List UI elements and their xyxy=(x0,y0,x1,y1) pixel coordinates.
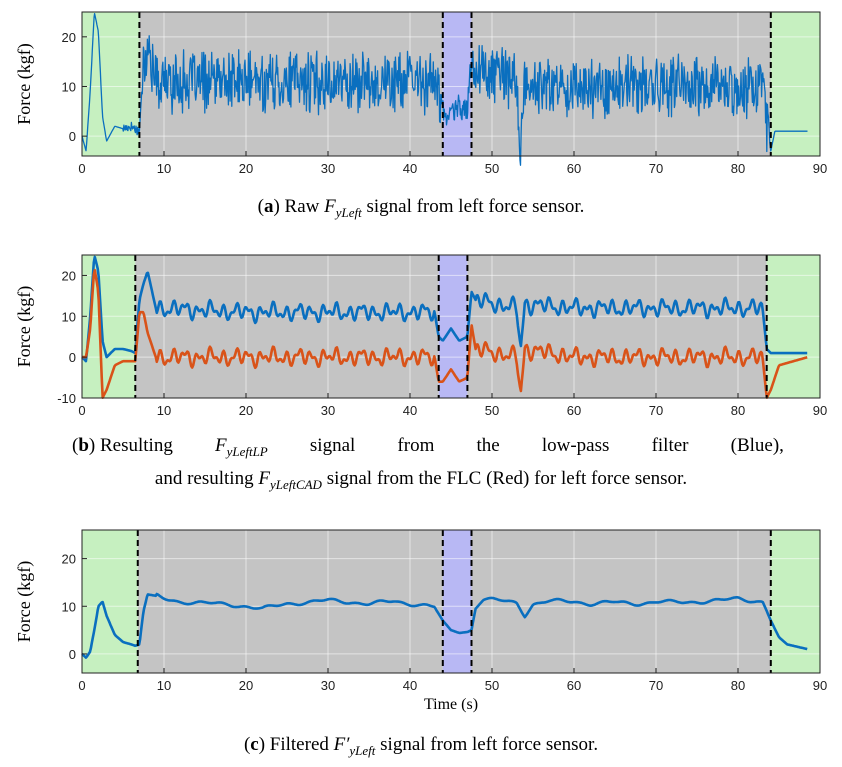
caption-c-subscript: yLeft xyxy=(349,742,376,758)
y-axis-label: Force (kgf) xyxy=(14,43,35,124)
region-band xyxy=(770,530,820,673)
x-tick-label: 80 xyxy=(731,161,745,176)
region-band xyxy=(442,530,472,673)
caption-c-symbol: F′ xyxy=(333,734,350,755)
region-band xyxy=(442,12,472,156)
y-tick-label: -10 xyxy=(57,391,76,406)
y-tick-label: 20 xyxy=(62,268,76,283)
caption-c-text-2: signal from left force sensor. xyxy=(375,734,599,755)
caption-b-word: FyLeftLP xyxy=(214,435,268,459)
y-tick-label: 10 xyxy=(62,79,76,94)
caption-a-text-1: Raw xyxy=(284,196,325,217)
x-tick-label: 90 xyxy=(813,403,827,418)
caption-b-label: (b) xyxy=(72,435,96,456)
region-band xyxy=(438,255,468,398)
axes-frame xyxy=(81,254,821,399)
x-tick-label: 60 xyxy=(567,403,581,418)
region-band xyxy=(467,255,767,398)
x-tick-label: 60 xyxy=(567,678,581,693)
x-tick-label: 80 xyxy=(731,403,745,418)
x-tick-label: 60 xyxy=(567,161,581,176)
chart-a: 0 10 20 30 40 50 60 70 80 90 0 10 20 Force (kgf) xyxy=(14,11,827,176)
series-line-1 xyxy=(81,12,808,166)
caption-a-subscript: yLeft xyxy=(335,204,362,220)
caption-b-word: filter xyxy=(651,435,689,456)
x-tick-label: 70 xyxy=(649,403,663,418)
y-axis-label: Force (kgf) xyxy=(14,561,35,642)
series-line-1 xyxy=(81,255,808,363)
x-tick-label: 90 xyxy=(813,161,827,176)
chart-c: 0 10 20 30 40 50 60 70 80 90 0 10 20 Force (kgf) Time … xyxy=(14,529,827,713)
x-tick-label: 80 xyxy=(731,678,745,693)
caption-b-word: Resulting xyxy=(99,435,173,456)
caption-b-word: from xyxy=(397,435,435,456)
axes-frame xyxy=(81,11,821,157)
x-tick-label: 30 xyxy=(321,161,335,176)
x-axis-label: Time (s) xyxy=(424,696,478,713)
caption-b-text-1: and resulting xyxy=(154,468,259,489)
caption-b-word: signal xyxy=(309,435,356,456)
x-tick-label: 20 xyxy=(239,161,253,176)
caption-a-text-2: signal from left force sensor. xyxy=(361,196,585,217)
x-tick-label: 0 xyxy=(78,678,85,693)
x-tick-label: 30 xyxy=(321,678,335,693)
y-tick-label: 10 xyxy=(62,599,76,614)
caption-a: (a) Raw FyLeft signal from left force se… xyxy=(257,196,585,220)
x-tick-label: 0 xyxy=(78,161,85,176)
y-tick-label: 0 xyxy=(69,350,76,365)
x-tick-label: 30 xyxy=(321,403,335,418)
x-tick-label: 40 xyxy=(403,678,417,693)
caption-b-subscript: yLeftCAD xyxy=(269,476,322,492)
caption-c: (c) Filtered F′yLeft signal from left fo… xyxy=(243,734,599,758)
caption-a-label: a xyxy=(263,196,274,217)
x-tick-label: 40 xyxy=(403,403,417,418)
caption-b-line1: (b) Resulting FyLeftLP signal from the low-pa… xyxy=(72,432,784,465)
region-band xyxy=(82,12,140,156)
caption-c-label: c xyxy=(250,734,259,755)
y-tick-label: 20 xyxy=(62,30,76,45)
axes-frame xyxy=(81,529,821,674)
x-tick-label: 50 xyxy=(485,403,499,418)
y-tick-label: 10 xyxy=(62,309,76,324)
caption-a-symbol: F xyxy=(324,196,336,217)
x-tick-label: 40 xyxy=(403,161,417,176)
y-tick-label: 20 xyxy=(62,552,76,567)
x-tick-label: 50 xyxy=(485,678,499,693)
x-tick-label: 70 xyxy=(649,678,663,693)
series-line-1 xyxy=(81,592,808,659)
y-tick-label: 0 xyxy=(69,647,76,662)
x-tick-label: 20 xyxy=(239,403,253,418)
x-tick-label: 20 xyxy=(239,678,253,693)
x-tick-label: 0 xyxy=(78,403,85,418)
caption-b-word: the xyxy=(476,435,500,456)
x-tick-label: 10 xyxy=(157,403,171,418)
region-band xyxy=(770,12,820,156)
x-tick-label: 50 xyxy=(485,161,499,176)
caption-b-word: (Blue), xyxy=(730,435,784,456)
series-line-2 xyxy=(81,268,808,399)
y-tick-label: 0 xyxy=(69,129,76,144)
x-tick-label: 70 xyxy=(649,161,663,176)
x-tick-label: 10 xyxy=(157,161,171,176)
region-band xyxy=(135,255,439,398)
caption-b-word: low-pass xyxy=(541,435,610,456)
caption-b-text-2: signal from the FLC (Red) for left force… xyxy=(321,468,688,489)
y-axis-label: Force (kgf) xyxy=(14,286,35,367)
x-tick-label: 90 xyxy=(813,678,827,693)
caption-b-line2: and resulting FyLeftCAD signal from the … xyxy=(0,465,842,498)
caption-c-text-1: Filtered xyxy=(269,734,334,755)
x-tick-label: 10 xyxy=(157,678,171,693)
caption-b-first: (b) Resulting xyxy=(72,432,173,465)
caption-b-symbol: F xyxy=(258,468,270,489)
